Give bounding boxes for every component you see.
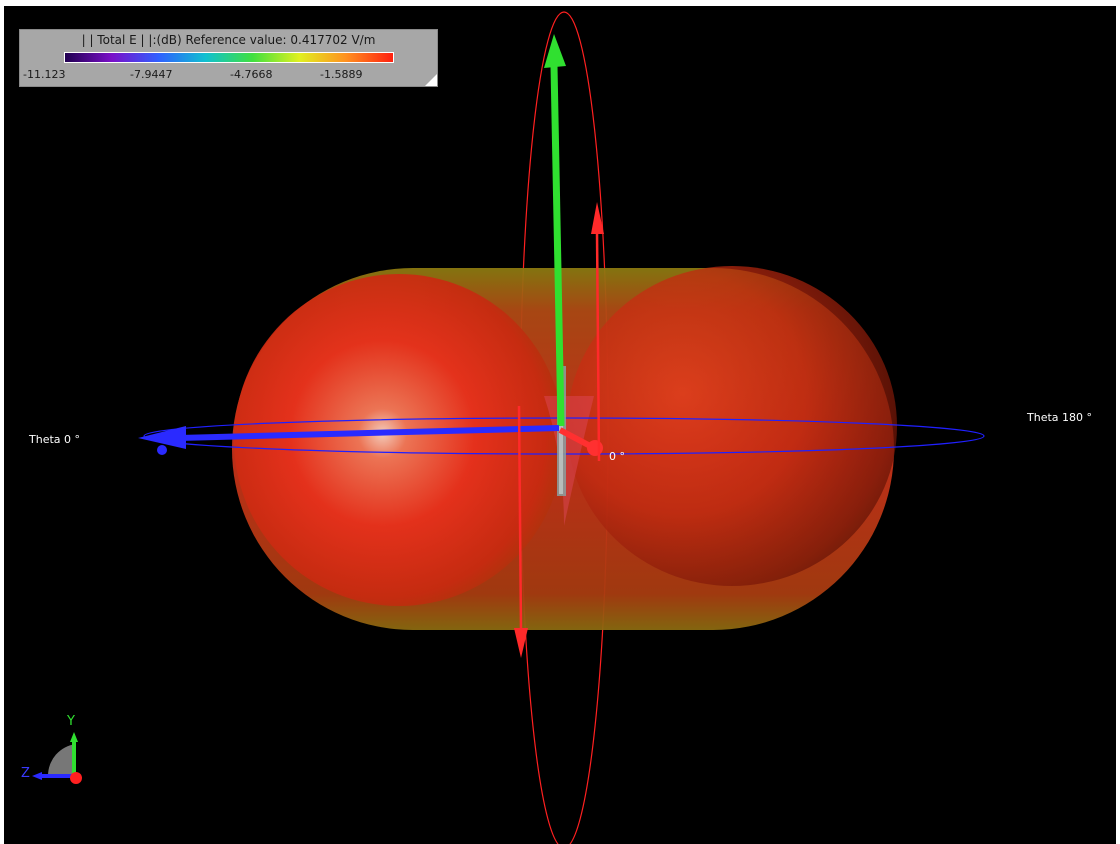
- legend-tick-2: -7.9447: [130, 68, 173, 81]
- legend-tick-3: -4.7668: [230, 68, 273, 81]
- triad-z-label: Z: [21, 766, 30, 781]
- legend-title: | | Total E | |:(dB) Reference value: 0.…: [81, 33, 376, 47]
- legend-tick-min: -11.123: [23, 68, 66, 81]
- radiation-pattern-scene[interactable]: [4, 6, 1116, 844]
- legend-tick-max: -1.5889: [320, 68, 363, 81]
- 3d-viewport[interactable]: | | Total E | |:(dB) Reference value: 0.…: [4, 6, 1116, 844]
- triad-y-label: Y: [67, 714, 75, 729]
- field-vector-down: [514, 405, 528, 658]
- z-axis-arrow: [138, 425, 560, 455]
- theta-180-label: Theta 180 °: [1027, 411, 1093, 424]
- field-vector-up: [591, 202, 604, 462]
- y-axis-arrow: [544, 34, 566, 427]
- colormap-legend[interactable]: | | Total E | |:(dB) Reference value: 0.…: [19, 29, 438, 87]
- phi-0-label: 0 °: [609, 450, 625, 463]
- orientation-triad: [32, 732, 82, 784]
- theta-0-label: Theta 0 °: [29, 433, 81, 446]
- colormap-bar: [64, 52, 394, 63]
- legend-resize-handle[interactable]: [425, 74, 437, 86]
